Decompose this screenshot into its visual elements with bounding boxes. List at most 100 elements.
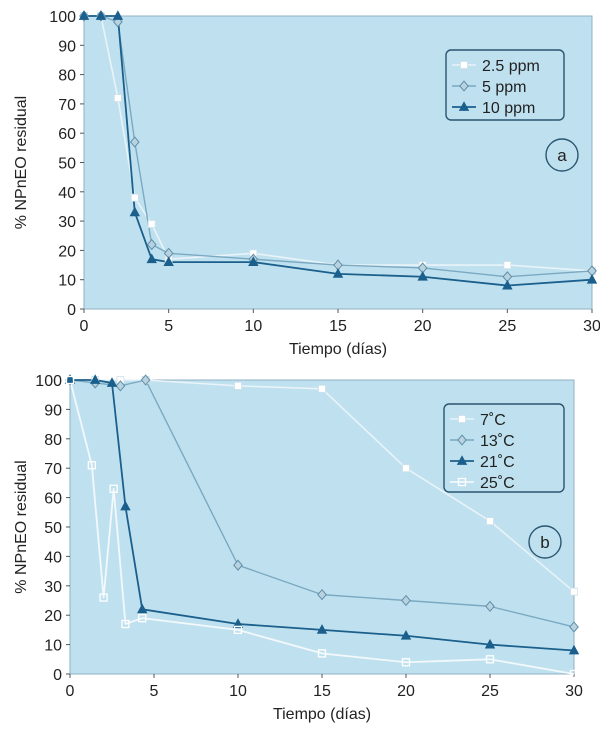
legend: 2.5 ppm 5 ppm 10 ppm xyxy=(445,49,565,121)
data-point xyxy=(503,261,512,269)
y-tick-label: 90 xyxy=(58,38,76,55)
data-point xyxy=(138,613,147,623)
data-point xyxy=(332,268,344,278)
chart-b-svg: 0 10 20 30 40 50 60 70 80 90 100 0 5 10 15 20 25 30 Tiempo… xyxy=(13,373,583,723)
y-axis-title: % NPnEO residual xyxy=(13,460,30,593)
x-tick-label: 10 xyxy=(229,683,247,700)
data-point xyxy=(146,253,157,264)
x-tick-label: 25 xyxy=(498,318,516,335)
data-point xyxy=(569,669,579,679)
data-point xyxy=(402,464,410,473)
data-point xyxy=(109,484,118,493)
data-point xyxy=(140,374,151,386)
data-point xyxy=(87,461,96,470)
data-point xyxy=(89,374,101,384)
series-line xyxy=(70,379,575,652)
y-tick-label: 60 xyxy=(44,491,62,508)
legend-label: 21˚C xyxy=(480,454,515,471)
data-point xyxy=(121,619,130,629)
data-point xyxy=(318,384,326,393)
chart-panel-b: 0 10 20 30 40 50 60 70 80 90 100 0 5 10 15 20 25 30 Tiempo… xyxy=(0,372,600,754)
legend-swatch-marker xyxy=(456,455,468,465)
x-axis-title: Tiempo (días) xyxy=(289,341,387,358)
legend-label: 2.5 ppm xyxy=(482,58,540,75)
data-point xyxy=(129,206,141,217)
y-tick-label: 20 xyxy=(58,243,76,260)
data-point xyxy=(113,94,122,102)
y-tick-label: 60 xyxy=(58,126,76,143)
y-tick-label: 50 xyxy=(44,520,62,537)
y-tick-label: 0 xyxy=(67,302,76,319)
data-point xyxy=(163,256,174,267)
legend-box xyxy=(445,49,565,121)
data-point xyxy=(401,658,411,667)
panel-label-circle xyxy=(545,138,579,172)
data-point xyxy=(502,279,513,290)
legend-swatch-marker xyxy=(460,61,468,69)
data-point xyxy=(95,10,107,20)
panel-label-text: b xyxy=(540,533,549,552)
data-point xyxy=(484,638,496,649)
y-tick-label: 100 xyxy=(35,373,62,390)
legend-label: 7˚C xyxy=(480,412,506,429)
data-point xyxy=(233,559,243,571)
legend: 7˚C 13˚C 21˚C 25˚C xyxy=(443,403,565,493)
data-point xyxy=(317,649,327,658)
x-tick-label: 0 xyxy=(66,683,75,700)
data-point xyxy=(248,256,259,267)
legend-swatch-marker xyxy=(458,101,470,111)
legend-swatch-marker xyxy=(459,80,469,92)
y-tick-label: 80 xyxy=(58,68,76,85)
y-tick-label: 0 xyxy=(53,667,62,684)
data-point xyxy=(400,630,412,640)
data-point xyxy=(129,136,140,148)
x-tick-label: 20 xyxy=(397,683,415,700)
chart-a-svg: 0 10 20 30 40 50 60 70 80 90 100 0 5 10 15 20 25 30 Tiempo… xyxy=(13,9,600,358)
data-point xyxy=(485,655,495,664)
legend-swatch-marker xyxy=(457,434,467,446)
x-axis-title: Tiempo (días) xyxy=(273,706,371,723)
legend-swatch-marker xyxy=(458,415,466,423)
y-tick-label: 70 xyxy=(44,461,62,478)
x-tick-label: 25 xyxy=(481,683,499,700)
legend-box xyxy=(443,403,565,493)
data-point xyxy=(146,238,157,251)
y-tick-label: 40 xyxy=(44,549,62,566)
series-line xyxy=(69,379,575,675)
y-tick-label: 40 xyxy=(58,185,76,202)
x-tick-label: 15 xyxy=(313,683,331,700)
y-tick-label: 10 xyxy=(44,638,62,655)
x-tick-label: 30 xyxy=(565,683,583,700)
x-tick-label: 10 xyxy=(244,318,262,335)
data-point xyxy=(233,625,243,635)
data-point xyxy=(570,587,578,596)
data-point xyxy=(568,644,580,655)
legend-label: 10 ppm xyxy=(482,100,535,117)
y-tick-label: 30 xyxy=(44,579,62,596)
data-point xyxy=(232,618,244,628)
data-point xyxy=(120,500,131,511)
data-point xyxy=(78,10,90,20)
x-tick-label: 15 xyxy=(329,318,347,335)
data-point xyxy=(147,220,156,228)
legend-label: 5 ppm xyxy=(482,79,526,96)
data-point xyxy=(417,271,428,281)
x-tick-label: 30 xyxy=(583,318,600,335)
panel-label-circle xyxy=(528,525,562,559)
x-tick-label: 5 xyxy=(164,318,173,335)
data-point xyxy=(112,10,124,20)
y-tick-label: 20 xyxy=(44,608,62,625)
data-point xyxy=(106,377,118,387)
data-point xyxy=(486,517,494,526)
x-tick-label: 0 xyxy=(80,318,89,335)
data-point xyxy=(317,588,327,601)
data-point xyxy=(99,593,108,602)
x-tick-label: 20 xyxy=(414,318,432,335)
legend-label: 13˚C xyxy=(480,433,515,450)
data-point xyxy=(485,600,495,613)
legend-label: 25˚C xyxy=(480,475,515,492)
y-axis-title: % NPnEO residual xyxy=(13,96,30,229)
x-tick-label: 5 xyxy=(150,683,159,700)
y-tick-label: 80 xyxy=(44,432,62,449)
data-point xyxy=(316,624,328,634)
